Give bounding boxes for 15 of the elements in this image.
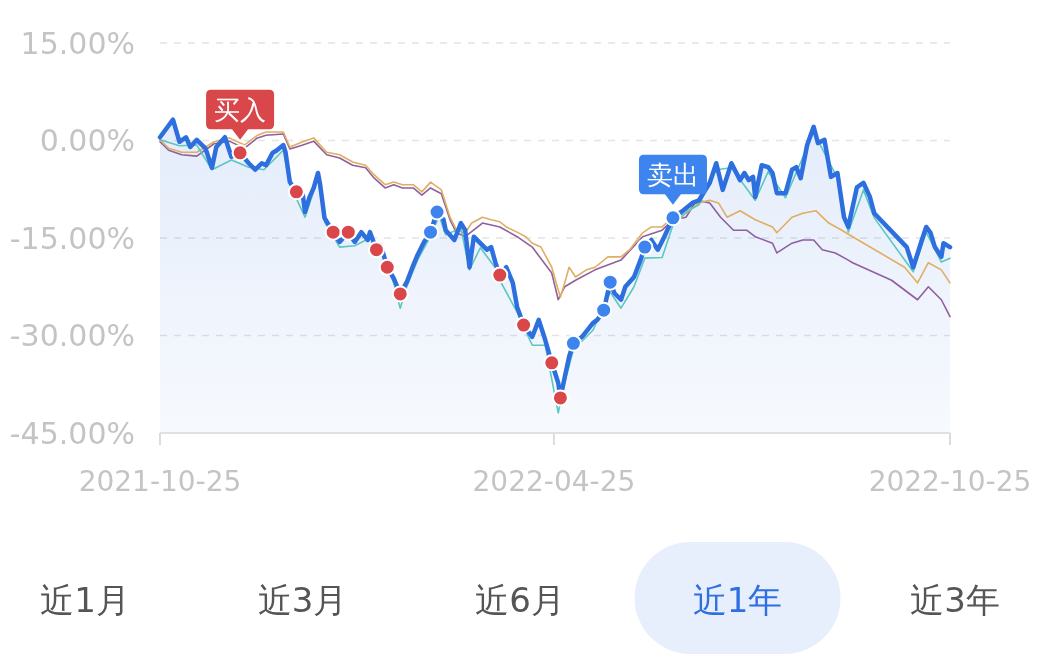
y-tick-label: -45.00% <box>9 415 135 451</box>
text: 近1年 <box>692 580 783 620</box>
y-tick-label: 0.00% <box>39 123 135 158</box>
text: 近3月 <box>257 580 348 620</box>
text: 近1月 <box>40 580 130 620</box>
y-tick-label: -30.00% <box>9 318 135 353</box>
text: 近3年 <box>910 580 1000 620</box>
text: 近6月 <box>475 580 565 620</box>
y-tick-label: -15.00% <box>9 220 135 256</box>
annotation: 买入 <box>214 94 267 125</box>
x-tick-label: 2021-10-25 <box>78 464 242 498</box>
x-tick-label: 2022-04-25 <box>472 464 636 498</box>
x-tick-label: 2022-10-25 <box>868 464 1032 498</box>
y-tick-label: 15.00% <box>20 25 135 61</box>
annotation: 卖出 <box>646 159 699 190</box>
